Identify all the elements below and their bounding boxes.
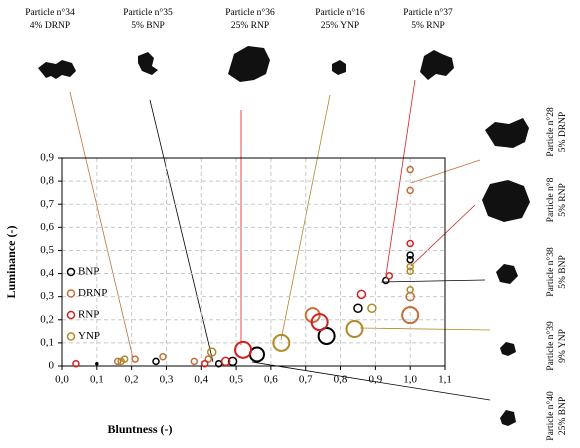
particle-shape	[38, 60, 76, 79]
x-tick-label: 0,6	[264, 374, 278, 386]
data-point	[96, 363, 98, 365]
y-tick-label: 0,2	[40, 313, 54, 325]
data-point	[250, 347, 264, 361]
x-tick-label: 1,0	[403, 374, 417, 386]
legend-marker	[68, 269, 75, 276]
y-tick-label: 0,4	[40, 267, 54, 279]
particle-share: 5% BNP	[131, 21, 165, 31]
particle-shape	[482, 180, 530, 222]
silhouettes	[38, 46, 530, 426]
particle-share: 5% RNP	[411, 21, 445, 31]
particle-share: 9% YNP	[558, 329, 568, 363]
legend-marker	[68, 290, 75, 297]
particle-shape	[496, 264, 518, 284]
leader-line	[360, 328, 490, 330]
y-axis-label: Luminance (-)	[4, 226, 18, 299]
y-tick-label: 0,5	[40, 244, 54, 256]
data-point	[386, 273, 392, 279]
legend-label: BNP	[78, 266, 99, 278]
y-tick-label: 0,7	[40, 198, 54, 210]
particle-shape	[228, 46, 270, 82]
data-point	[153, 358, 159, 364]
leader-line	[150, 100, 213, 362]
legend-label: YNP	[78, 330, 100, 342]
x-tick-label: 0,1	[90, 374, 104, 386]
legend-marker	[68, 333, 75, 340]
data-point	[160, 354, 166, 360]
particle-share: 4% DRNP	[30, 21, 70, 31]
data-point	[208, 348, 216, 356]
y-tick-label: 0,9	[40, 152, 54, 164]
particle-label: Particle n°36	[225, 7, 275, 18]
data-point	[357, 290, 365, 298]
x-tick-label: 0,9	[368, 374, 382, 386]
particle-label: Particle n°39	[545, 321, 556, 371]
data-point	[354, 304, 362, 312]
y-tick-label: 0,3	[40, 290, 54, 302]
particle-share: 5% RNP	[558, 183, 568, 217]
y-tick-label: 0	[49, 360, 55, 372]
particle-label: Particle n°35	[123, 7, 173, 18]
x-axis-label: Bluntness (-)	[107, 422, 172, 436]
particle-label: Particle n°37	[403, 7, 453, 18]
x-tick-label: 0,4	[194, 374, 208, 386]
particle-shape	[485, 118, 529, 148]
y-tick-label: 0,8	[40, 175, 54, 187]
leader-line	[381, 280, 485, 282]
data-point	[346, 321, 362, 337]
particle-shape	[420, 50, 454, 80]
particle-share: 5% DRNP	[558, 112, 568, 152]
particle-label: Particle n°40	[545, 391, 556, 441]
chart: Bluntness (-) Luminance (-) 0 0,1 0,2 0,3 0,…	[0, 0, 580, 448]
data-point	[191, 358, 197, 364]
legend-marker	[68, 312, 75, 319]
y-tick-label: 0,6	[40, 221, 54, 233]
particle-share: 25% YNP	[321, 21, 359, 31]
x-tick-label: 1,1	[438, 374, 452, 386]
x-tick-label: 0,8	[334, 374, 348, 386]
x-tick-label: 0,5	[229, 374, 243, 386]
y-tick-label: 0,1	[40, 336, 54, 348]
x-tick-label: 0,7	[299, 374, 313, 386]
x-tick-label: 0,2	[125, 374, 139, 386]
particle-shape	[138, 52, 158, 75]
leader-line	[411, 205, 475, 266]
data-point	[235, 342, 251, 358]
particle-share: 25% BNP	[558, 397, 568, 435]
x-tick-label: 0,3	[160, 374, 174, 386]
legend-label: DRNP	[78, 287, 107, 299]
particle-label: Particle n°8	[545, 177, 556, 222]
particle-label: Particle n°34	[25, 7, 75, 18]
legend-label: RNP	[78, 309, 99, 321]
particle-label: Particle n°16	[315, 7, 365, 18]
particle-label: Particle n°38	[545, 247, 556, 297]
particle-label: Particle n°28	[545, 107, 556, 157]
particle-share: 5% BNP	[558, 255, 568, 289]
data-point	[368, 304, 376, 312]
data-point	[132, 356, 138, 362]
leader-lines	[70, 80, 490, 400]
particle-shape	[500, 342, 516, 356]
particle-shape	[500, 410, 516, 426]
x-tick-label: 0,0	[55, 374, 69, 386]
particle-share: 25% RNP	[231, 21, 269, 31]
particle-shape	[332, 60, 346, 75]
